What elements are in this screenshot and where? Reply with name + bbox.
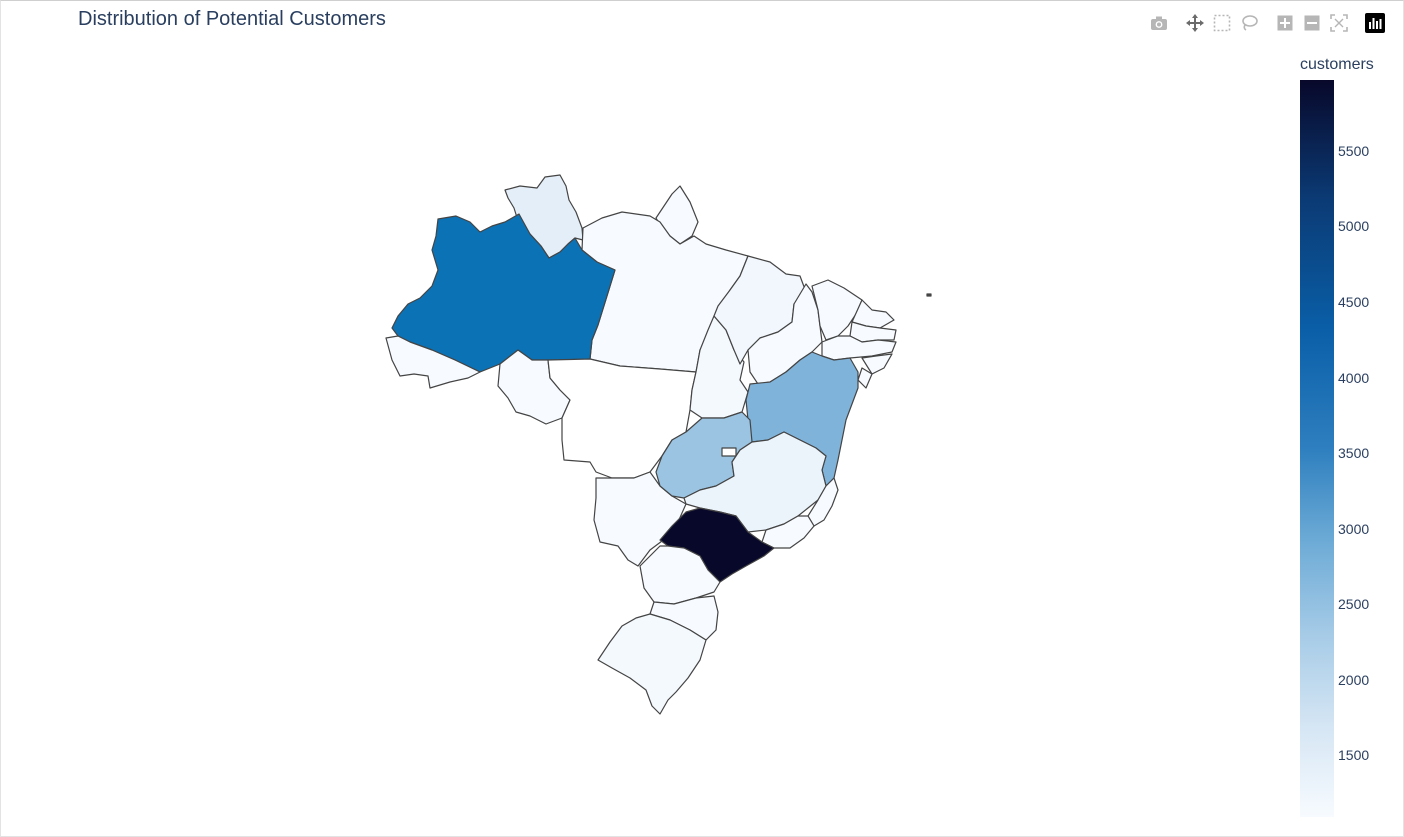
island-marker [926,293,932,297]
state-sao-paulo[interactable] [659,507,775,583]
colorbar-tick: 5000 [1338,218,1370,234]
colorbar-tick: 5500 [1338,143,1370,159]
state-alagoas[interactable] [861,353,893,375]
state-rio-grande-do-sul[interactable] [597,613,707,715]
state-distrito-federal[interactable] [721,447,737,457]
state-sergipe[interactable] [857,367,873,389]
colorbar-tick: 4500 [1338,294,1370,310]
zoom-out-icon[interactable] [1301,12,1323,34]
colorbar-tick: 1500 [1338,747,1370,763]
box-select-icon[interactable] [1211,12,1233,34]
zoom-in-icon[interactable] [1274,12,1296,34]
camera-icon[interactable] [1148,12,1170,34]
state-parana[interactable] [639,545,721,605]
colorbar-tick: 2500 [1338,596,1370,612]
pan-icon[interactable] [1184,12,1206,34]
colorbar-tick: 4000 [1338,370,1370,386]
modebar [1148,12,1391,34]
chart-title: Distribution of Potential Customers [78,8,386,30]
colorbar-title: customers [1300,56,1374,73]
colorbar-tick: 3000 [1338,521,1370,537]
colorbar-gradient [1300,80,1334,817]
state-espirito-santo[interactable] [807,477,839,527]
state-ceara[interactable] [811,279,863,341]
state-acre[interactable] [385,335,481,389]
state-amazonas[interactable] [391,213,616,373]
plotly-logo-icon[interactable] [1364,12,1386,34]
reset-icon[interactable] [1328,12,1350,34]
lasso-icon[interactable] [1238,12,1260,34]
colorbar-tick: 3500 [1338,445,1370,461]
colorbar-tick: 2000 [1338,672,1370,688]
